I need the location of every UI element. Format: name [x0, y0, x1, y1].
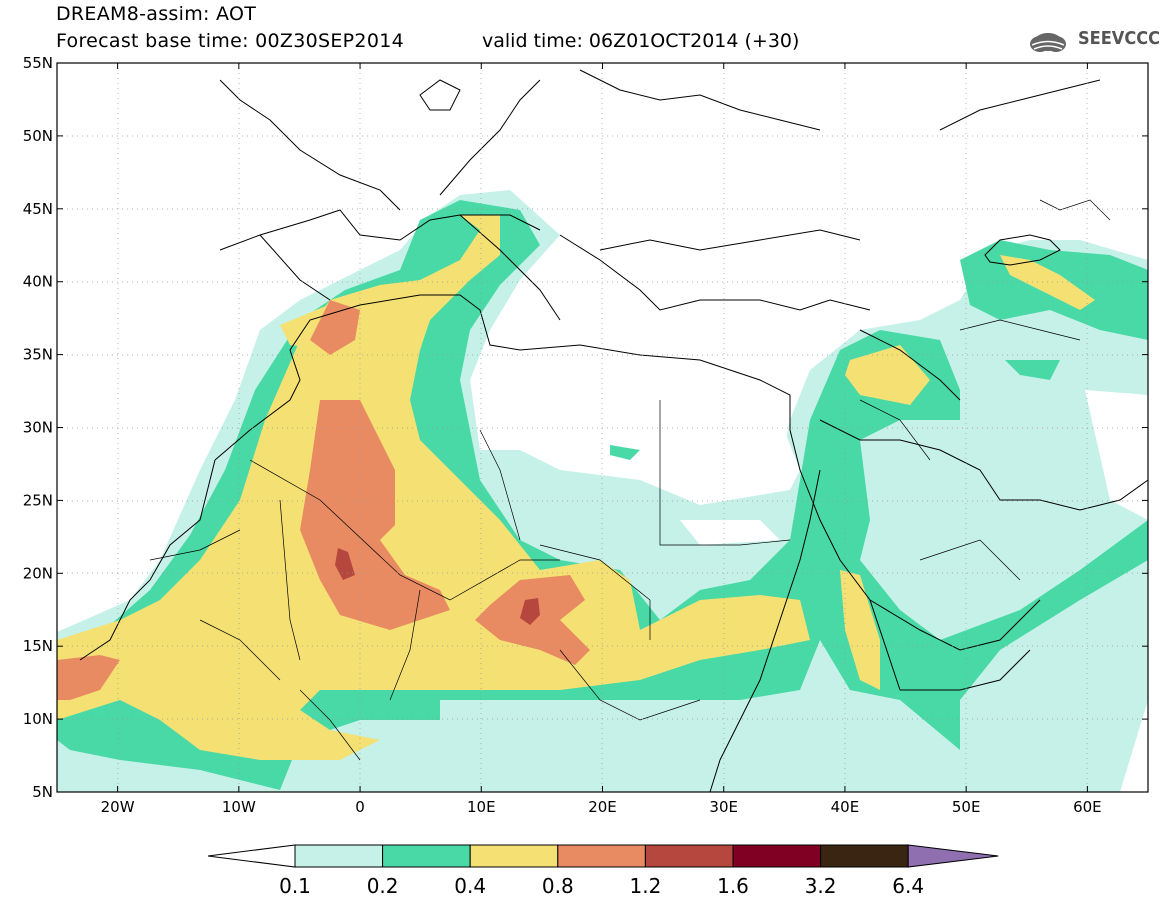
lat-tick-label: 10N: [23, 710, 53, 728]
aot-1.2-field: [335, 548, 540, 625]
borders: [149, 199, 1111, 761]
lat-tick-label: 55N: [23, 54, 53, 72]
lon-tick-label: 20W: [101, 798, 135, 816]
colorbar-level-label: 0.2: [367, 874, 399, 898]
lon-tick-label: 30E: [709, 798, 738, 816]
colorbar-level-label: 0.8: [542, 874, 574, 898]
lat-tick-label: 35N: [23, 346, 53, 364]
lon-tick-label: 10E: [467, 798, 496, 816]
forecast-base-time: Forecast base time: 00Z30SEP2014: [56, 30, 404, 52]
lat-tick-label: 30N: [23, 419, 53, 437]
lon-tick-label: 50E: [952, 798, 981, 816]
lat-tick-label: 15N: [23, 637, 53, 655]
aot-0.4-field: [57, 215, 1095, 760]
colorbar-high-arrow: [907, 844, 999, 868]
lat-tick-label: 5N: [32, 783, 53, 801]
lat-tick-label: 20N: [23, 564, 53, 582]
latitude-axis: 55N 50N 45N 40N 35N 30N 25N 20N 15N 10N 5N: [23, 54, 1148, 801]
colorbar-level-label: 3.2: [805, 874, 837, 898]
colorbar-level-label: 1.2: [629, 874, 661, 898]
colorbar-swatch: [294, 844, 384, 868]
cloud-logo-icon: [1030, 33, 1066, 52]
seevccc-logo: [1030, 33, 1066, 52]
colorbar-level-label: 1.6: [717, 874, 749, 898]
colorbar-swatch: [557, 844, 646, 868]
colorbar-level-label: 0.1: [279, 874, 311, 898]
colorbar-low-arrow: [207, 844, 296, 868]
lon-tick-label: 10W: [222, 798, 256, 816]
map-title: DREAM8-assim: AOT: [56, 3, 257, 25]
lon-tick-label: 0: [355, 798, 365, 816]
aot-map: 55N 50N 45N 40N 35N 30N 25N 20N 15N 10N 5N 20W 10W 0…: [23, 54, 1149, 816]
colorbar-swatch: [820, 844, 909, 868]
lon-tick-label: 60E: [1073, 798, 1102, 816]
aot-white-gaps: [500, 360, 1148, 792]
colorbar-level-label: 0.4: [454, 874, 486, 898]
colorbar-swatch: [644, 844, 734, 868]
valid-time: valid time: 06Z01OCT2014 (+30): [482, 30, 800, 52]
colorbar-swatch: [382, 844, 471, 868]
colorbar-level-label: 6.4: [892, 874, 924, 898]
lat-tick-label: 45N: [23, 200, 53, 218]
colorbar-swatch: [732, 844, 822, 868]
lat-tick-label: 40N: [23, 273, 53, 291]
lon-tick-label: 40E: [831, 798, 860, 816]
longitude-axis: 20W 10W 0 10E 20E 30E 40E 50E 60E: [101, 63, 1102, 816]
lon-tick-label: 20E: [588, 798, 617, 816]
lat-tick-label: 50N: [23, 127, 53, 145]
coastlines: [79, 69, 1148, 792]
lat-tick-label: 25N: [23, 491, 53, 509]
logo-text: SEEVCCC: [1078, 28, 1160, 49]
colorbar-swatch: [469, 844, 559, 868]
graticule: [57, 63, 1148, 792]
